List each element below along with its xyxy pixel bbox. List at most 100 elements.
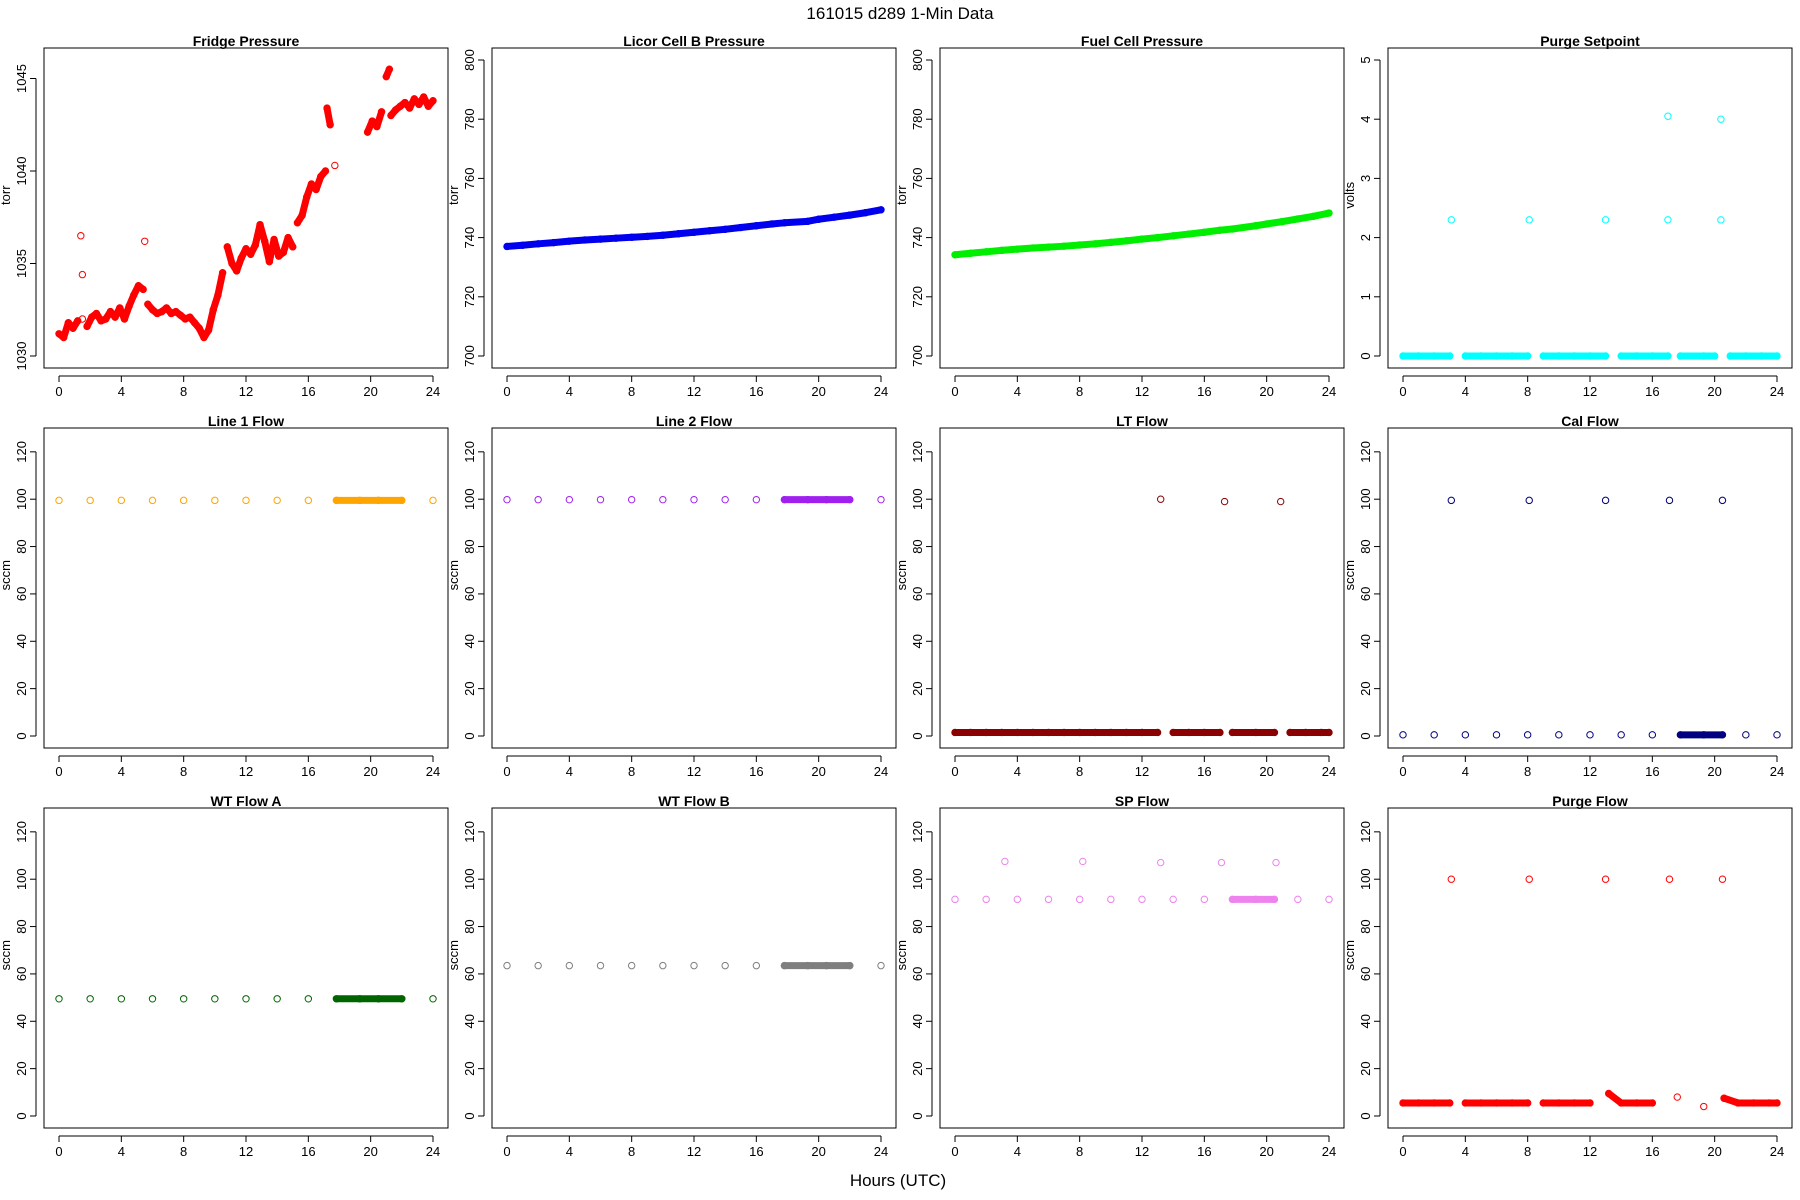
- data-point: [261, 237, 269, 246]
- data-point: [162, 304, 171, 312]
- x-tick-label: 0: [55, 1144, 62, 1159]
- data-point: [1169, 232, 1177, 240]
- data-point: [982, 728, 990, 737]
- series-band-group: [55, 65, 437, 341]
- plot-frame: [491, 807, 897, 1129]
- data-point: [186, 313, 194, 321]
- data-point: [1570, 1099, 1579, 1107]
- data-point: [1200, 728, 1209, 737]
- x-tick-label: 12: [1583, 1144, 1597, 1159]
- data-point: [92, 309, 101, 318]
- data-point: [596, 235, 605, 243]
- data-point: [144, 300, 152, 308]
- y-tick-label: 40: [1358, 1014, 1373, 1028]
- data-point: [265, 257, 274, 266]
- data-point: [804, 961, 812, 970]
- data-point: [374, 496, 383, 505]
- data-point: [1217, 858, 1226, 867]
- data-point: [1633, 1099, 1641, 1107]
- y-tick-label: 1045: [14, 64, 29, 93]
- x-tick-label: 16: [749, 764, 763, 779]
- data-point: [966, 728, 975, 737]
- data-point: [304, 496, 313, 505]
- data-point: [1157, 858, 1165, 867]
- data-point: [1122, 237, 1131, 245]
- data-point: [1742, 352, 1750, 360]
- data-point: [429, 496, 437, 505]
- y-tick-label: 120: [1358, 441, 1373, 463]
- y-tick-label: 60: [910, 587, 925, 601]
- data-point: [1633, 352, 1641, 360]
- data-point: [705, 227, 714, 235]
- x-tick-label: 20: [1707, 764, 1721, 779]
- y-tick-label: 100: [1358, 488, 1373, 510]
- global-x-axis-label: Hours (UTC): [850, 1171, 946, 1190]
- data-point: [242, 245, 250, 253]
- x-tick-label: 24: [874, 1144, 888, 1159]
- y-tick-label: 120: [14, 441, 29, 463]
- data-point: [612, 234, 620, 242]
- data-point: [117, 995, 126, 1003]
- data-point: [1075, 728, 1084, 737]
- data-point: [1272, 858, 1280, 867]
- y-axis-label: sccm: [446, 940, 461, 970]
- x-tick-label: 24: [426, 1144, 440, 1159]
- y-tick-label: 100: [14, 868, 29, 890]
- data-point: [1220, 497, 1229, 506]
- data-point: [1138, 235, 1146, 243]
- y-tick-label: 0: [14, 732, 29, 739]
- data-point: [401, 98, 409, 107]
- data-point: [861, 209, 870, 217]
- x-tick-label: 4: [1014, 1144, 1021, 1159]
- data-point: [120, 315, 129, 323]
- x-tick-label: 4: [566, 1144, 573, 1159]
- data-point: [332, 995, 341, 1003]
- data-point: [998, 246, 1006, 255]
- series-band: [284, 234, 297, 251]
- data-point: [1525, 875, 1533, 883]
- data-point: [1717, 216, 1725, 224]
- y-tick-label: 80: [14, 919, 29, 933]
- plot-frame: [491, 47, 897, 369]
- data-point: [117, 496, 126, 505]
- data-point: [387, 111, 395, 120]
- data-point: [1294, 895, 1302, 904]
- data-point: [270, 235, 278, 244]
- data-point: [1648, 731, 1657, 739]
- data-point: [1091, 728, 1099, 737]
- y-tick-label: 800: [910, 49, 925, 71]
- x-tick-label: 20: [363, 384, 377, 399]
- data-point: [385, 65, 394, 73]
- x-tick-label: 12: [239, 384, 253, 399]
- x-tick-label: 0: [951, 384, 958, 399]
- data-point: [218, 269, 227, 277]
- data-point: [1447, 875, 1456, 883]
- data-point: [1508, 1099, 1516, 1107]
- data-point: [1492, 731, 1501, 739]
- y-tick-label: 700: [910, 345, 925, 367]
- data-point: [158, 307, 166, 316]
- data-point: [1539, 1099, 1547, 1107]
- chart-panel: WT Flow A 0 4 8 12 16 20 24 0 20 40 60 80 100 120 sccm: [0, 793, 449, 1159]
- data-point: [211, 496, 219, 505]
- data-point: [279, 248, 288, 257]
- data-point: [298, 211, 306, 220]
- y-tick-label: 20: [910, 681, 925, 695]
- x-tick-label: 16: [1645, 384, 1659, 399]
- data-point: [139, 285, 147, 294]
- data-point: [846, 211, 854, 219]
- data-point: [148, 496, 157, 505]
- x-tick-label: 20: [363, 1144, 377, 1159]
- chart-panel: Fuel Cell Pressure 0 4 8 12 16 20 24 700 720 740 76…: [894, 33, 1345, 399]
- y-tick-label: 4: [1358, 116, 1373, 123]
- x-tick-label: 8: [1076, 1144, 1083, 1159]
- data-point: [690, 961, 698, 970]
- y-tick-label: 80: [910, 919, 925, 933]
- data-point: [111, 313, 119, 321]
- data-point: [1414, 352, 1423, 360]
- data-point: [1523, 731, 1532, 739]
- data-point: [1555, 1099, 1563, 1107]
- data-point: [179, 496, 188, 505]
- data-point: [822, 495, 831, 504]
- data-point: [1399, 1099, 1407, 1107]
